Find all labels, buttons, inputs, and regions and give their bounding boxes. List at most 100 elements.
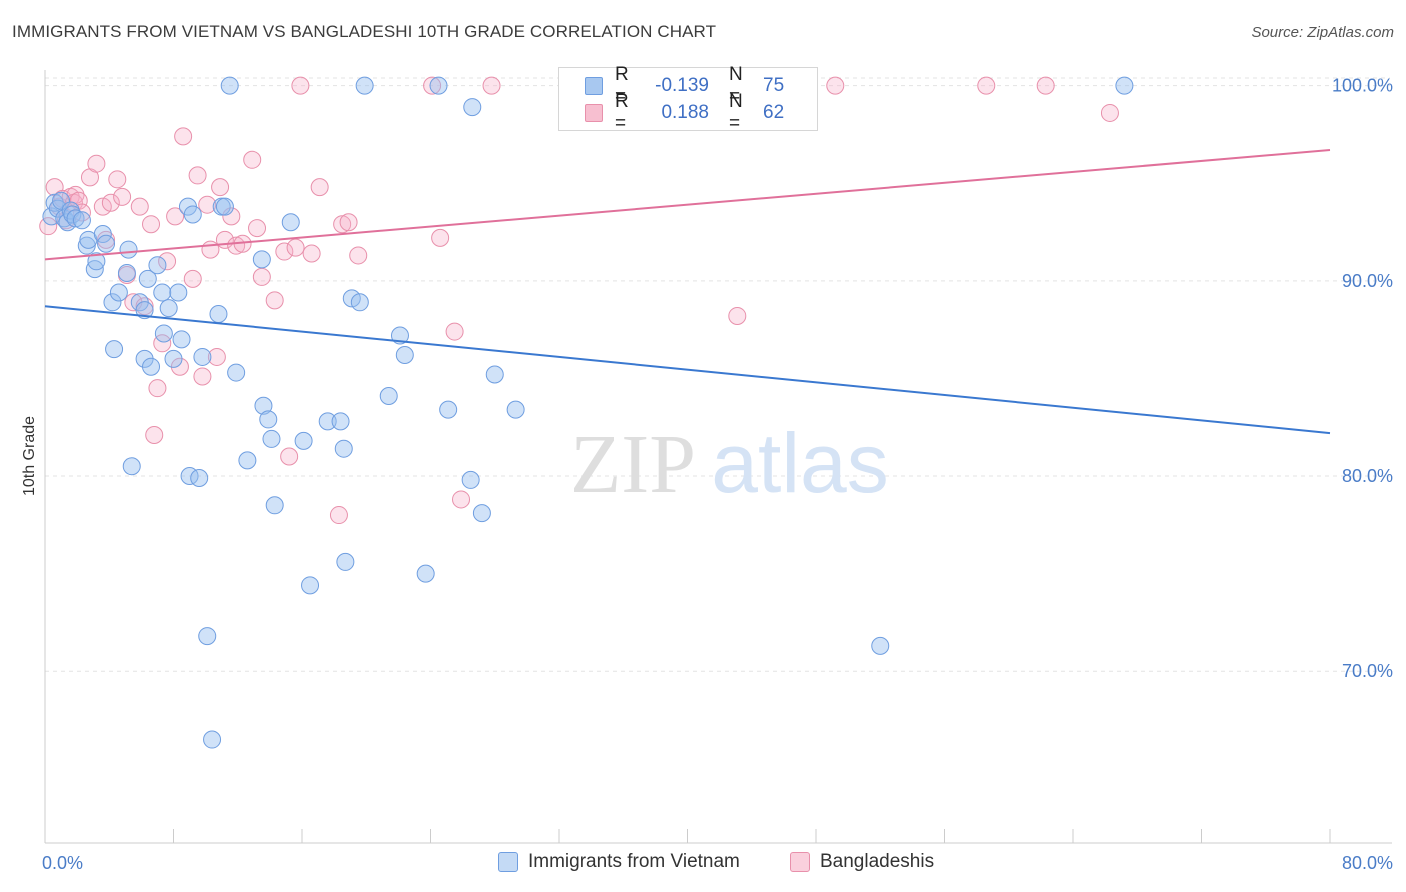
vietnam-point: [119, 240, 138, 259]
vietnam-point: [203, 730, 222, 749]
series-label-bangladeshis: Bangladeshis: [820, 851, 935, 872]
vietnam-point: [301, 576, 320, 595]
bangladeshis-point: [243, 150, 262, 169]
bangladeshis-point: [130, 197, 149, 216]
bangladeshis-point: [452, 490, 471, 509]
bangladeshis-point: [101, 193, 120, 212]
vietnam-point: [281, 213, 300, 232]
legend-n-value: 62: [763, 102, 785, 123]
bangladeshis-point: [310, 178, 329, 197]
bangladeshis-point: [201, 240, 220, 259]
vietnam-point: [138, 269, 157, 288]
vietnam-point: [209, 305, 228, 324]
vietnam-point: [472, 504, 491, 523]
bangladeshis-point: [349, 246, 368, 265]
legend-n-label: N =: [729, 91, 743, 134]
vietnam-point: [153, 283, 172, 302]
vietnam-point: [193, 347, 212, 366]
vietnam-point: [183, 205, 202, 224]
vietnam-point: [461, 470, 480, 489]
vietnam-point: [294, 431, 313, 450]
bangladeshis-point: [339, 213, 358, 232]
correlation-legend: R = -0.139 N = 75 R = 0.188 N = 62: [558, 64, 818, 134]
vietnam-point: [117, 264, 136, 283]
vietnam-point: [72, 211, 91, 230]
legend-r-label: R =: [615, 64, 629, 107]
vietnam-point: [395, 345, 414, 364]
vietnam-point: [1115, 76, 1134, 95]
vietnam-point: [318, 412, 337, 431]
legend-row-vietnam: R = -0.139 N = 75: [585, 64, 784, 107]
vietnam-point: [142, 357, 161, 376]
vietnam-point: [331, 412, 350, 431]
bangladeshis-point: [826, 76, 845, 95]
bangladeshis-point: [188, 166, 207, 185]
bangladeshis-point: [148, 379, 167, 398]
vietnam-point: [105, 340, 124, 359]
vietnam-point: [172, 330, 191, 349]
y-tick-label: 100.0%: [1332, 76, 1393, 96]
bangladeshis-point: [174, 127, 193, 146]
bangladeshis-point: [265, 291, 284, 310]
bangladeshis-point: [211, 178, 230, 197]
vietnam-point: [52, 191, 71, 210]
vietnam-point: [429, 76, 448, 95]
bangladeshis-point: [97, 230, 116, 249]
vietnam-point: [355, 76, 374, 95]
vietnam-point: [45, 193, 64, 212]
y-tick-labels: 70.0% 80.0% 90.0% 100.0%: [1332, 76, 1393, 682]
vietnam-point: [350, 293, 369, 312]
bangladeshis-point: [158, 252, 177, 271]
bangladeshis-point: [207, 347, 226, 366]
vietnam-point: [390, 326, 409, 345]
bangladeshis-point: [222, 207, 241, 226]
bangladeshis-point: [329, 506, 348, 525]
vietnam-point: [336, 552, 355, 571]
vietnam-point: [379, 386, 398, 405]
vietnam-point: [334, 439, 353, 458]
series-label-vietnam: Immigrants from Vietnam: [528, 851, 740, 872]
vietnam-point: [215, 197, 234, 216]
bangladeshis-point: [291, 76, 310, 95]
y-axis-title: 10th Grade: [21, 416, 38, 496]
legend-swatch-bangladeshis: [585, 104, 603, 122]
vietnam-point: [262, 429, 281, 448]
vietnam-point: [439, 400, 458, 419]
bangladeshis-point: [482, 76, 501, 95]
bangladeshis-point: [145, 426, 164, 445]
trend-lines: [44, 149, 1331, 435]
bangladeshis-point: [977, 76, 996, 95]
vietnam-point: [254, 396, 273, 415]
bangladeshis-point: [198, 195, 217, 214]
vietnam-point: [66, 209, 85, 228]
vietnam-point: [463, 98, 482, 117]
vietnam-point: [97, 234, 116, 253]
bangladeshis-point: [423, 76, 442, 95]
series-legend-bangladeshis: Bangladeshis: [790, 851, 934, 873]
vietnam-point: [871, 636, 890, 655]
vietnam-point: [135, 301, 154, 320]
x-tick-labels: 0.0% 80.0%: [42, 853, 1393, 873]
bangladeshis-point: [87, 154, 106, 173]
watermark: ZIP atlas: [570, 416, 889, 511]
source-credit: Source: ZipAtlas.com: [1251, 24, 1394, 41]
legend-r-label: R =: [615, 91, 629, 134]
y-tick-label: 80.0%: [1342, 466, 1393, 486]
grid-lines: [45, 77, 1390, 672]
bangladeshis-point: [252, 267, 271, 286]
bangladeshis-point: [286, 238, 305, 257]
vietnam-point: [93, 224, 112, 243]
bangladeshis-point: [445, 322, 464, 341]
vietnam-point: [238, 451, 257, 470]
vietnam-point: [159, 299, 178, 318]
bangladeshis-point: [431, 228, 450, 247]
bangladeshis-point: [275, 242, 294, 261]
vietnam-points: [42, 76, 1134, 749]
vietnam-point: [252, 250, 271, 269]
vietnam-point: [122, 457, 141, 476]
legend-swatch-vietnam: [585, 77, 603, 95]
bangladeshis-point: [227, 236, 246, 255]
bangladeshis-point: [108, 170, 127, 189]
vietnam-point: [227, 363, 246, 382]
